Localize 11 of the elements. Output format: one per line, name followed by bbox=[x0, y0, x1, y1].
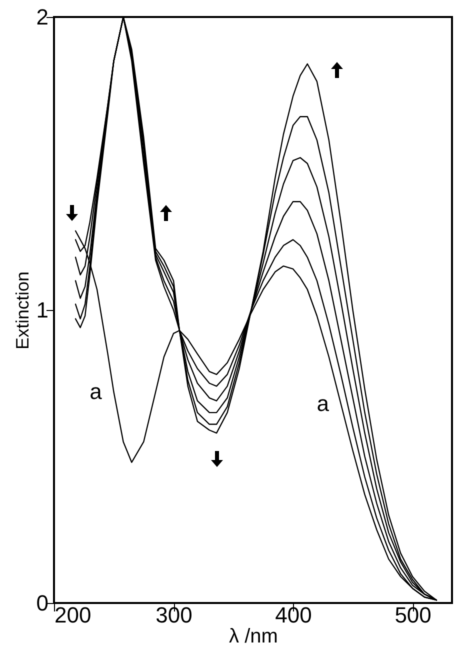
annotation: a bbox=[90, 379, 103, 404]
x-axis-title: λ /nm bbox=[229, 626, 278, 648]
y-tick-label: 1 bbox=[36, 298, 48, 322]
x-tick-label: 500 bbox=[394, 602, 432, 628]
y-tick-label: 0 bbox=[36, 590, 48, 616]
annotation: a bbox=[316, 390, 330, 416]
x-tick-label: 200 bbox=[54, 602, 92, 628]
y-axis-title: Extinction bbox=[12, 271, 32, 350]
x-tick-label: 400 bbox=[275, 602, 312, 628]
x-tick-label: 300 bbox=[156, 602, 192, 628]
y-tick-label: 2 bbox=[36, 4, 48, 30]
